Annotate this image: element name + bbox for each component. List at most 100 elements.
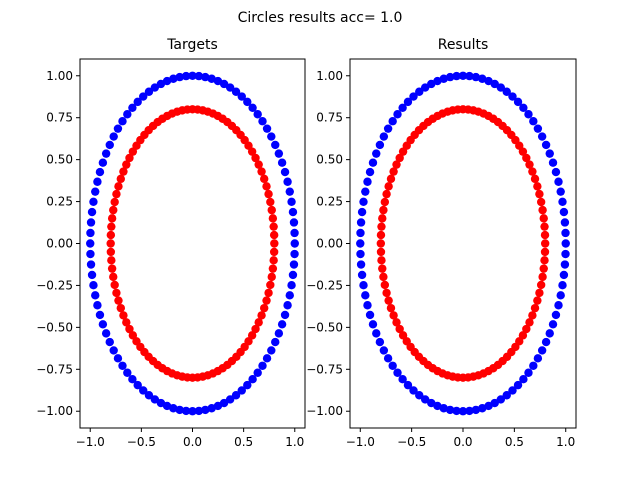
results-point-outer xyxy=(427,79,436,89)
results-point-inner xyxy=(536,280,546,290)
targets-point-inner xyxy=(122,318,131,327)
targets-point-inner xyxy=(125,324,134,334)
targets-point-outer xyxy=(105,337,114,347)
results-point-outer xyxy=(471,405,481,415)
targets-point-outer xyxy=(201,72,210,82)
targets-ytick-label: 0.75 xyxy=(46,111,73,125)
results-point-outer xyxy=(537,346,547,355)
results-point-outer xyxy=(496,395,506,404)
results-point-outer xyxy=(356,218,366,227)
targets-point-outer xyxy=(86,239,95,248)
results-point-outer xyxy=(471,72,481,82)
targets-point-inner xyxy=(112,189,121,199)
results-point-outer xyxy=(415,391,424,400)
targets-point-inner xyxy=(264,189,273,199)
results-point-outer xyxy=(502,87,511,96)
results-point-outer xyxy=(365,310,375,320)
results-axes: Results −1.0 −0.5 0.0 0.5 1.0 −1.00 −0.75 −0.50… xyxy=(306,37,577,449)
targets-point-inner xyxy=(262,296,271,305)
results-point-outer xyxy=(556,187,565,196)
results-point-outer xyxy=(368,158,378,167)
targets-point-outer xyxy=(91,187,100,196)
targets-point-outer xyxy=(95,167,105,177)
results-point-inner xyxy=(522,153,531,163)
results-xtick-label: 0.0 xyxy=(453,435,472,449)
targets-point-outer xyxy=(274,149,284,158)
targets-point-outer xyxy=(181,71,191,81)
results-point-outer xyxy=(548,158,558,167)
results-point-inner xyxy=(525,160,534,169)
targets-point-outer xyxy=(123,368,132,377)
results-point-inner xyxy=(535,189,544,199)
results-point-inner xyxy=(395,153,404,163)
targets-point-outer xyxy=(98,158,108,167)
results-point-outer xyxy=(554,301,563,310)
results-point-inner xyxy=(398,147,408,156)
targets-xtick-label: −0.5 xyxy=(127,435,156,449)
results-point-inner xyxy=(376,230,386,240)
targets-point-outer xyxy=(290,239,299,248)
targets-point-outer xyxy=(267,132,276,141)
results-point-outer xyxy=(420,395,430,404)
targets-point-outer xyxy=(280,167,290,177)
results-point-outer xyxy=(545,149,554,158)
results-point-outer xyxy=(361,291,370,300)
targets-point-inner xyxy=(264,288,273,298)
results-point-outer xyxy=(388,117,397,126)
targets-ytick-label: 0.25 xyxy=(46,195,73,209)
targets-point-inner xyxy=(112,288,121,298)
results-xtick-label: −0.5 xyxy=(397,435,426,449)
results-point-outer xyxy=(508,386,517,395)
results-point-outer xyxy=(439,404,448,413)
results-point-inner xyxy=(389,167,398,176)
targets-point-inner xyxy=(106,247,116,257)
targets-point-outer xyxy=(283,177,292,186)
results-point-outer xyxy=(533,354,543,363)
results-ytick-label: −0.25 xyxy=(306,278,343,292)
targets-point-outer xyxy=(87,270,97,280)
targets-point-outer xyxy=(139,92,148,101)
targets-point-outer xyxy=(93,177,102,186)
results-point-outer xyxy=(409,386,418,395)
targets-point-inner xyxy=(106,230,116,240)
results-point-inner xyxy=(378,214,387,223)
results-xtick-label: −1.0 xyxy=(346,435,375,449)
targets-point-outer xyxy=(95,310,105,320)
results-point-outer xyxy=(452,406,461,416)
targets-point-outer xyxy=(289,218,299,227)
targets-point-outer xyxy=(237,386,246,395)
targets-point-inner xyxy=(110,197,119,207)
targets-point-outer xyxy=(253,368,262,377)
targets-point-inner xyxy=(269,222,278,231)
targets-point-outer xyxy=(248,374,257,384)
targets-point-outer xyxy=(248,103,257,113)
results-point-inner xyxy=(522,324,531,334)
results-point-inner xyxy=(376,239,386,248)
results-point-outer xyxy=(524,110,533,119)
results-point-inner xyxy=(540,256,549,265)
targets-point-outer xyxy=(87,207,97,217)
results-point-outer xyxy=(361,187,370,196)
targets-point-outer xyxy=(113,124,123,133)
targets-point-outer xyxy=(150,83,160,92)
results-point-outer xyxy=(533,124,543,133)
targets-point-outer xyxy=(156,79,166,89)
results-point-outer xyxy=(415,87,424,96)
targets-axes: Targets −1.0 −0.5 0.0 0.5 1.0 −1.00 −0.75 −0.50… xyxy=(36,37,306,449)
results-point-inner xyxy=(528,311,537,320)
targets-point-outer xyxy=(285,187,294,196)
results-point-outer xyxy=(445,72,455,82)
targets-point-inner xyxy=(107,256,116,265)
targets-point-outer xyxy=(262,124,272,133)
results-point-inner xyxy=(392,160,401,169)
results-xtick-label: 1.0 xyxy=(556,435,575,449)
results-point-outer xyxy=(558,197,567,206)
targets-point-outer xyxy=(105,140,114,150)
results-point-inner xyxy=(528,167,537,176)
targets-point-outer xyxy=(274,329,284,338)
results-point-inner xyxy=(384,182,393,191)
targets-ytick-label: −0.25 xyxy=(36,278,73,292)
targets-point-inner xyxy=(106,239,115,248)
results-axes-title: Results xyxy=(438,37,489,53)
results-ytick-label: 0.50 xyxy=(316,153,343,167)
